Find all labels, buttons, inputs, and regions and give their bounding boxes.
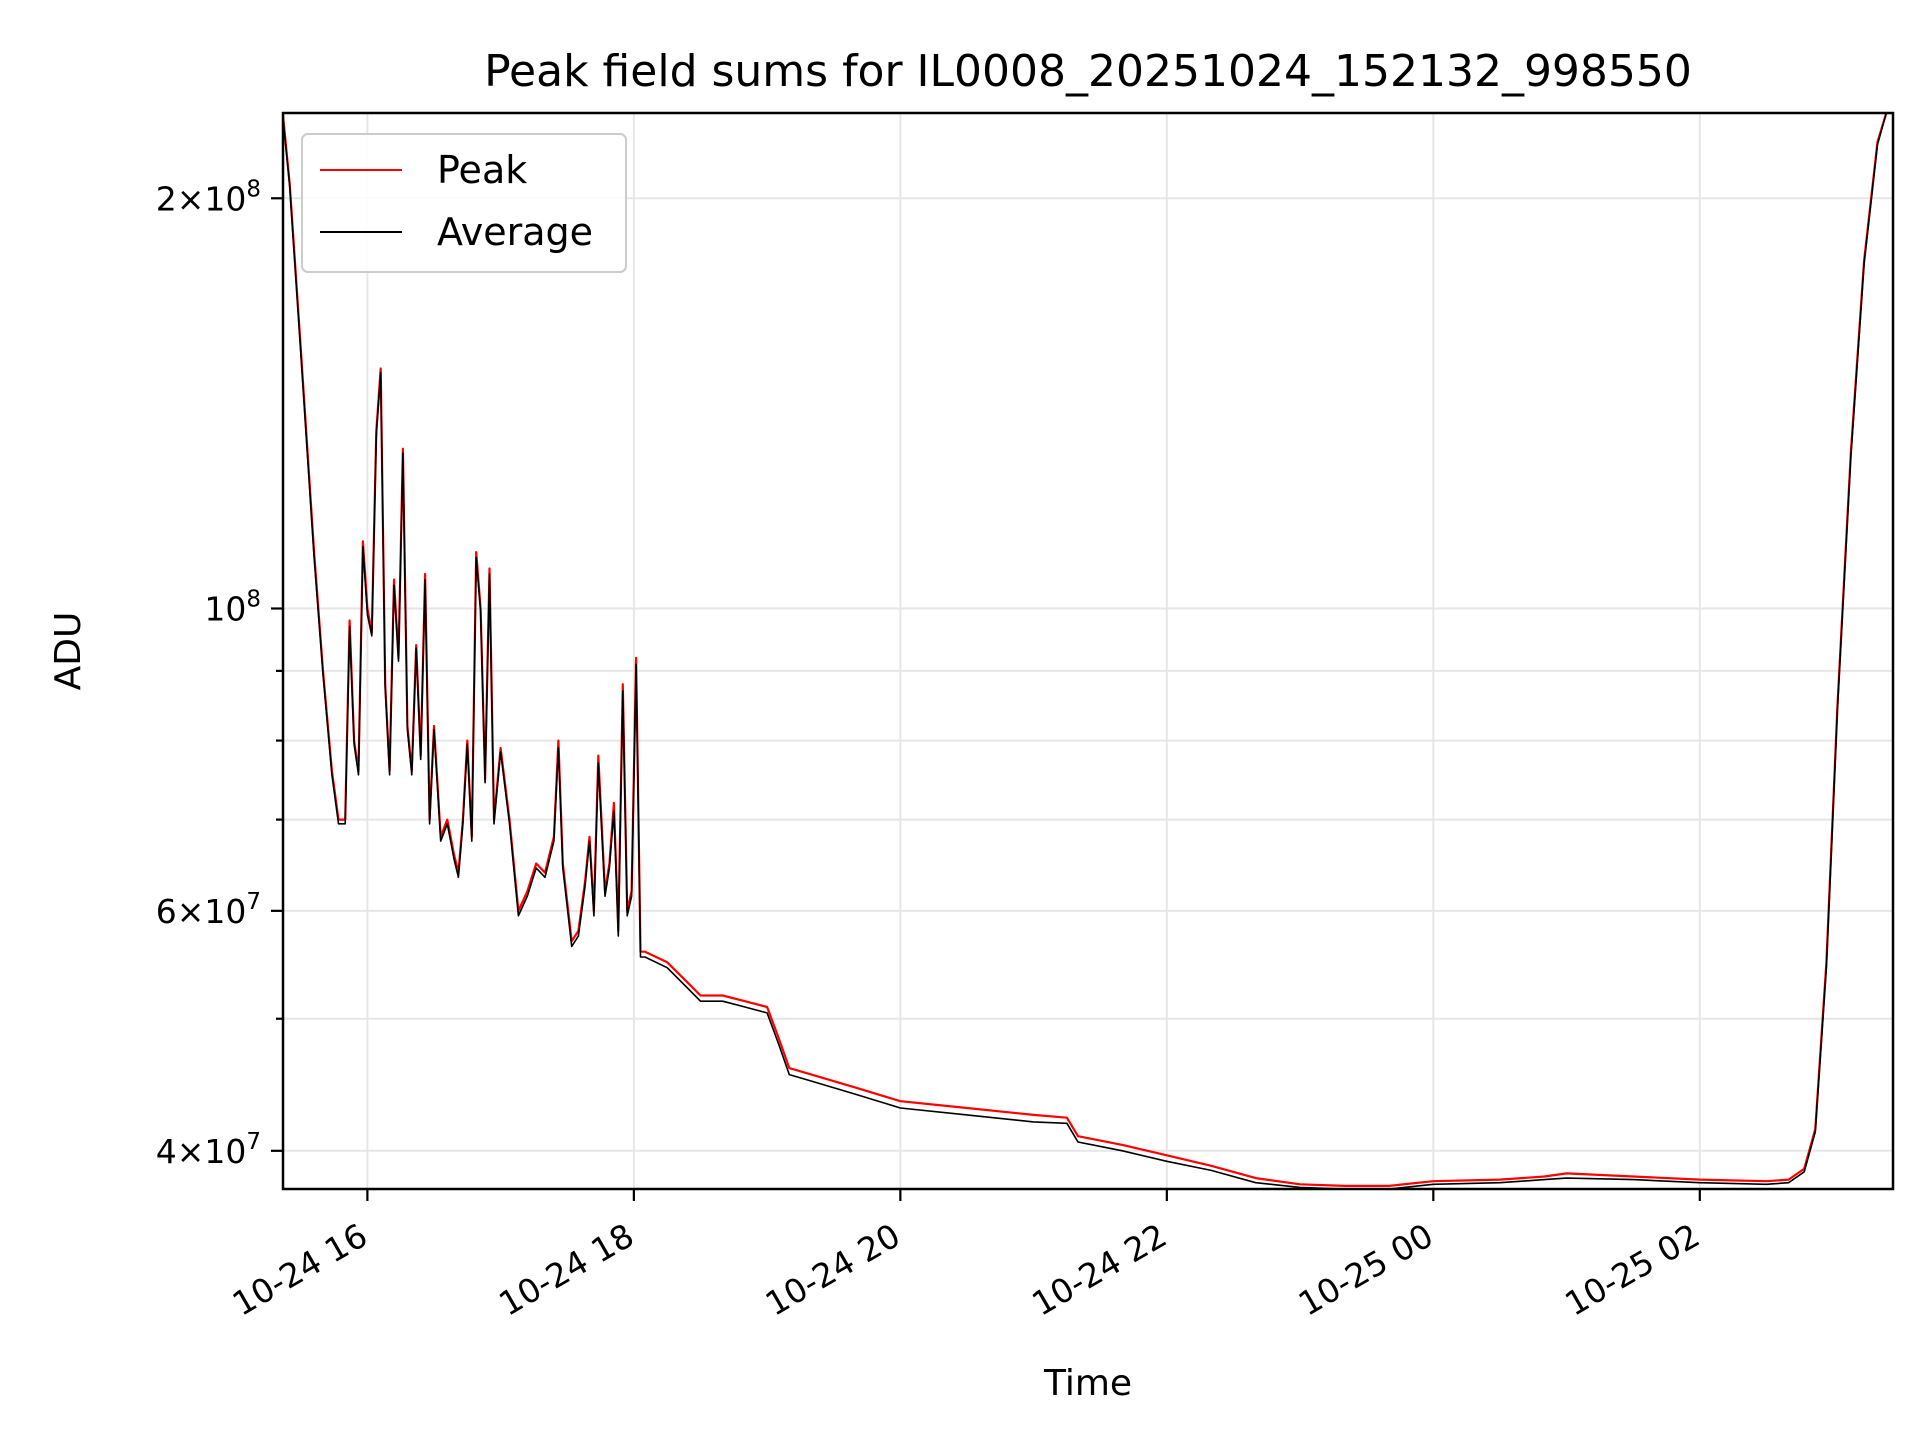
x-tick-label: 10-25 00 <box>1292 1216 1440 1324</box>
x-tick-label: 10-24 20 <box>759 1216 907 1324</box>
series-lines <box>283 113 1893 1189</box>
y-axis-label: ADU <box>48 612 89 691</box>
legend-label-average: Average <box>437 210 593 254</box>
series-line-peak <box>283 113 1893 1188</box>
grid <box>283 113 1893 1189</box>
x-axis: 10-24 16 10-24 18 10-24 20 10-24 22 10-25 00… <box>226 1189 1706 1324</box>
x-tick-label: 10-24 16 <box>226 1216 374 1324</box>
legend-label-peak: Peak <box>437 148 527 192</box>
series-line-average <box>283 113 1893 1189</box>
y-tick-label: 4×107 <box>156 1129 261 1171</box>
legend-box <box>301 133 627 273</box>
y-tick-label: 2×108 <box>156 176 261 218</box>
y-tick-label: 6×107 <box>156 889 261 931</box>
x-tick-label: 10-25 02 <box>1558 1216 1706 1324</box>
plot-frame <box>281 111 1895 1191</box>
y-axis: 4×107 6×107 108 2×108 <box>156 176 283 1171</box>
x-tick-label: 10-24 18 <box>492 1216 640 1324</box>
legend: Peak Average <box>301 133 627 273</box>
x-tick-label: 10-24 22 <box>1025 1216 1173 1324</box>
x-axis-label: Time <box>1043 1363 1132 1404</box>
chart-title: Peak field sums for IL0008_20251024_1521… <box>484 46 1692 97</box>
y-tick-label: 108 <box>204 587 261 629</box>
